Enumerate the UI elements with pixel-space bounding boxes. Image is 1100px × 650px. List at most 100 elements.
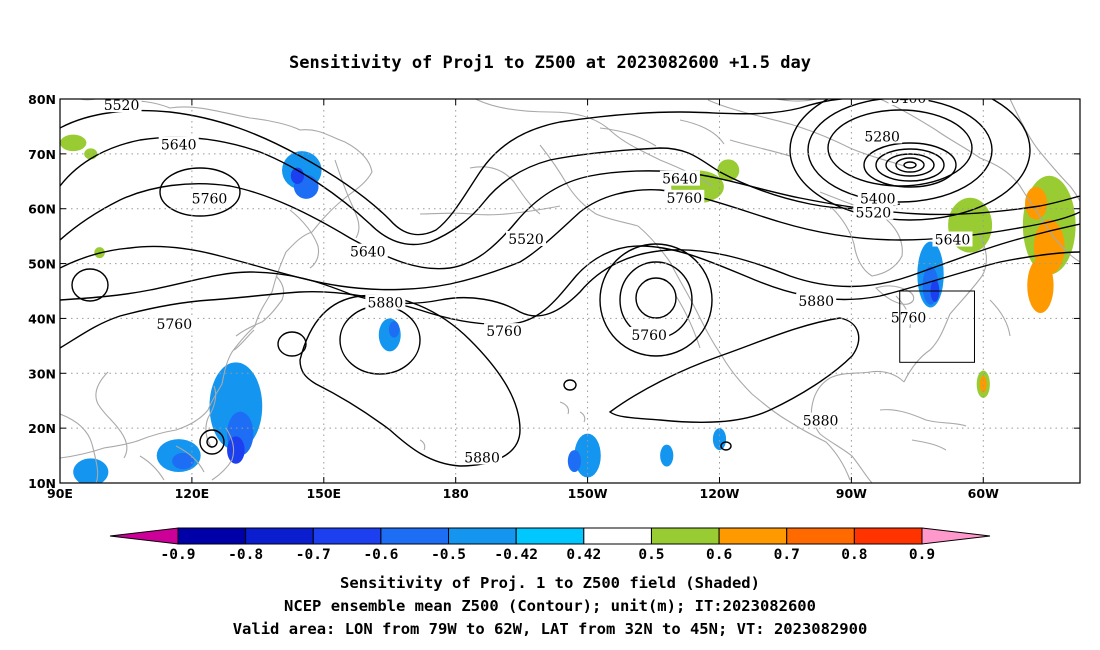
contour-label-bg bbox=[101, 99, 142, 113]
contour-label-bg bbox=[664, 189, 705, 205]
y-tick-label: 50N bbox=[28, 257, 56, 272]
contour-label: 5760 bbox=[666, 191, 702, 207]
sensitivity-patch-26 bbox=[717, 159, 740, 182]
sensitivity-patch-8 bbox=[172, 452, 195, 470]
sensitivity-patch-11 bbox=[574, 433, 601, 478]
contour-label-bg bbox=[629, 326, 670, 342]
contour-label-bg bbox=[796, 292, 837, 308]
contour-label: 5520 bbox=[104, 98, 140, 114]
colorbar-label: 0.6 bbox=[706, 547, 732, 563]
contour-label: 5880 bbox=[798, 294, 834, 310]
sensitivity-patch-27 bbox=[60, 134, 87, 152]
x-tick-label: 150W bbox=[568, 486, 608, 501]
sensitivity-patch-9 bbox=[73, 458, 109, 483]
caption-line-1: Sensitivity of Proj. 1 to Z500 field (Sh… bbox=[340, 574, 760, 592]
sensitivity-patch-12 bbox=[567, 450, 581, 473]
colorbar-label: -0.6 bbox=[363, 547, 398, 563]
colorbar-label: -0.9 bbox=[161, 547, 196, 563]
map-frame bbox=[59, 98, 1081, 484]
caption-line-3: Valid area: LON from 79W to 62W, LAT fro… bbox=[233, 620, 868, 638]
colorbar-swatch bbox=[515, 527, 585, 545]
x-tick-label: 90W bbox=[836, 486, 867, 501]
contour-label: 5880 bbox=[368, 296, 404, 312]
valid-area-box bbox=[899, 290, 975, 363]
colorbar-label: 0.42 bbox=[566, 547, 601, 563]
x-tick-label: 150E bbox=[306, 486, 341, 501]
contour-label: 5640 bbox=[350, 245, 386, 261]
colorbar-swatch bbox=[245, 527, 314, 545]
contour-label: 5880 bbox=[464, 450, 500, 466]
contour-label: 5520 bbox=[856, 206, 892, 222]
contour-label-bg bbox=[659, 170, 700, 186]
sensitivity-patch-14 bbox=[712, 428, 727, 451]
sensitivity-patch-4 bbox=[388, 321, 400, 338]
contour-label: 5760 bbox=[891, 310, 927, 326]
sensitivity-patch-10 bbox=[227, 436, 245, 464]
contour-label: 5880 bbox=[803, 414, 839, 430]
contour-label-bg bbox=[862, 128, 903, 144]
y-tick-label: 10N bbox=[28, 476, 56, 491]
colorbar: -0.9 -0.8 -0.7 -0.6 -0.5 -0.42 0.42 0.5 0.6 0.7 0.… bbox=[109, 527, 991, 563]
contour-label-bg bbox=[484, 323, 525, 339]
figure-title: Sensitivity of Proj1 to Z500 at 20230826… bbox=[289, 53, 811, 73]
contour-label: 5280 bbox=[864, 129, 900, 145]
y-tick-label: 30N bbox=[28, 366, 56, 381]
colorbar-swatch bbox=[718, 527, 788, 545]
caption-line-2: NCEP ensemble mean Z500 (Contour); unit(… bbox=[284, 597, 816, 615]
contour-label-bg bbox=[932, 231, 973, 247]
sensitivity-shading bbox=[60, 134, 1076, 483]
colorbar-swatch bbox=[583, 527, 652, 545]
contour-label: 5640 bbox=[935, 233, 971, 249]
contour-label: 5760 bbox=[156, 317, 192, 333]
contour-label-bg bbox=[857, 190, 898, 206]
contour-label: 5400 bbox=[860, 191, 896, 207]
sensitivity-patch-13 bbox=[660, 444, 674, 467]
x-tick-label: 120E bbox=[175, 486, 210, 501]
colorbar-swatch bbox=[853, 527, 923, 545]
contour-label: 5760 bbox=[631, 328, 667, 344]
colorbar-label: -0.8 bbox=[228, 547, 263, 563]
y-tick-label: 70N bbox=[28, 147, 56, 162]
z500-contours bbox=[60, 99, 1080, 467]
colorbar-label: -0.5 bbox=[431, 547, 466, 563]
colorbar-label: 0.8 bbox=[841, 547, 867, 563]
map-panel: 5520 5640 5760 5760 5640 5880 5520 5760 5760 5640… bbox=[28, 91, 1081, 501]
sensitivity-patch-24 bbox=[979, 376, 987, 393]
contour-label: 5640 bbox=[662, 172, 698, 188]
axis-ticks: 90E 120E 150E 180 150W 120W 90W 60W 80N 70N 60N 50N… bbox=[28, 92, 1080, 501]
y-tick-label: 20N bbox=[28, 421, 56, 436]
contour-label-bg bbox=[347, 243, 388, 259]
colorbar-label: 0.9 bbox=[909, 547, 935, 563]
contour-label: 5760 bbox=[192, 191, 228, 207]
contour-label: 5400 bbox=[891, 91, 927, 107]
contour-label-bg bbox=[506, 230, 547, 246]
colorbar-swatch bbox=[650, 527, 720, 545]
contour-label-bg bbox=[888, 309, 929, 325]
colorbar-swatch bbox=[177, 527, 247, 545]
contour-label: 5520 bbox=[508, 232, 544, 248]
colorbar-swatch bbox=[380, 527, 450, 545]
contour-label-bg bbox=[189, 190, 230, 206]
colorbar-label: 0.5 bbox=[638, 547, 664, 563]
lat-lon-grid bbox=[60, 99, 1080, 483]
contour-labels: 5520 5640 5760 5760 5640 5880 5520 5760 5760 5640… bbox=[101, 91, 973, 466]
y-tick-label: 80N bbox=[28, 92, 56, 107]
contour-label-bg bbox=[853, 204, 894, 220]
contour-label-bg bbox=[154, 316, 195, 332]
colorbar-label: 0.7 bbox=[774, 547, 800, 563]
contour-label-bg bbox=[800, 412, 841, 428]
sensitivity-patch-21 bbox=[1027, 258, 1054, 313]
y-tick-label: 40N bbox=[28, 311, 56, 326]
contour-label-bg bbox=[158, 136, 199, 152]
contour-label-bg bbox=[462, 449, 503, 465]
contour-label-bg bbox=[365, 294, 406, 310]
contour-label: 5640 bbox=[161, 138, 197, 154]
colorbar-swatch bbox=[448, 527, 517, 545]
x-tick-label: 60W bbox=[968, 486, 999, 501]
sensitivity-patch-22 bbox=[1025, 186, 1048, 220]
colorbar-high-extension bbox=[921, 527, 991, 545]
x-tick-label: 180 bbox=[443, 486, 469, 501]
colorbar-swatch bbox=[312, 527, 382, 545]
colorbar-label: -0.42 bbox=[494, 547, 538, 563]
